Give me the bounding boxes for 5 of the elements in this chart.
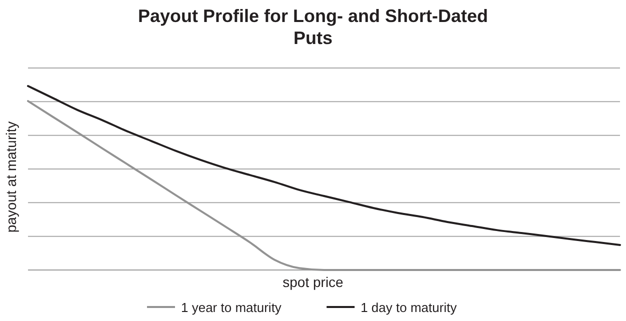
y-axis-title: payout at maturity [3,121,19,233]
x-axis-title: spot price [282,274,344,290]
legend-label: 1 day to maturity [360,300,458,315]
legend-label: 1 year to maturity [181,300,282,315]
chart-title: Payout Profile for Long- and Short-Dated Puts [138,6,488,48]
